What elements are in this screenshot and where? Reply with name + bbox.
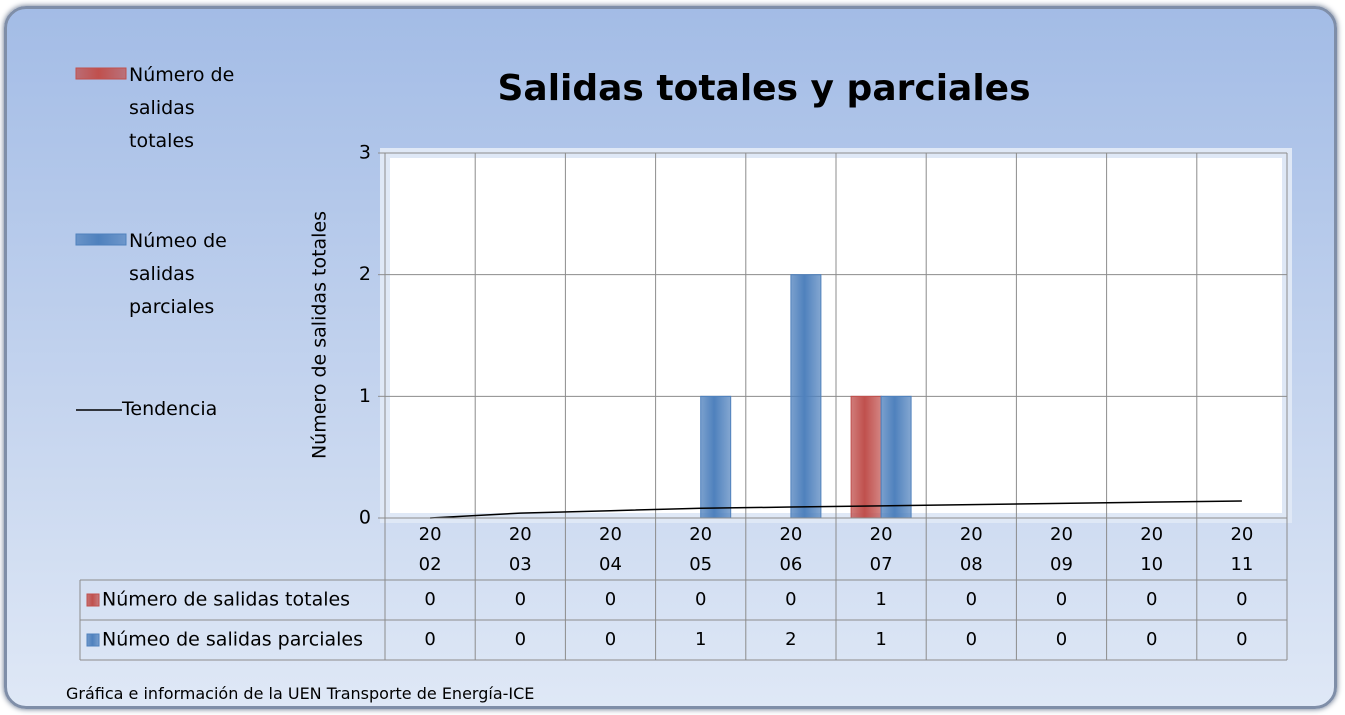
x-tick-label: 2005 [689, 524, 713, 575]
table-value: 0 [966, 629, 977, 650]
table-value: 0 [1236, 629, 1247, 650]
legend-label: Número de salidas totales [129, 64, 235, 152]
table-row-label: Número de salidas totales [102, 589, 350, 611]
x-tick-label: 2008 [959, 524, 983, 575]
x-tick-label: 2009 [1050, 524, 1073, 575]
table-row-label: Númeo de salidas parciales [102, 629, 363, 651]
table-value: 0 [1146, 589, 1157, 610]
table-value: 0 [605, 629, 616, 650]
table-value: 0 [1236, 589, 1247, 610]
x-tick-label: 2002 [418, 524, 442, 575]
table-value: 0 [605, 589, 616, 610]
x-tick-label: 2011 [1230, 524, 1254, 575]
table-value: 0 [1056, 589, 1067, 610]
table-value: 1 [695, 629, 706, 650]
x-tick-label: 2004 [599, 524, 622, 575]
bar [790, 274, 822, 519]
y-tick-label: 2 [359, 263, 371, 285]
bar [880, 395, 912, 519]
table-value: 0 [424, 629, 435, 650]
chart-title: Salidas totales y parciales [497, 68, 1030, 109]
x-tick-label: 2006 [779, 524, 803, 575]
table-value: 0 [1146, 629, 1157, 650]
x-tick-label: 2003 [508, 524, 532, 575]
table-swatch [86, 633, 100, 647]
table-value: 1 [875, 589, 886, 610]
table-value: 0 [966, 589, 977, 610]
x-tick-label: 2010 [1140, 524, 1164, 575]
bar [850, 395, 882, 519]
table-value: 0 [515, 589, 526, 610]
table-value: 0 [515, 629, 526, 650]
trend-line [430, 500, 1242, 519]
table-value: 0 [695, 589, 706, 610]
x-tick-label: 2007 [869, 524, 893, 575]
source-note: Gráfica e información de la UEN Transpor… [66, 684, 535, 703]
legend-swatch [75, 233, 127, 246]
legend-swatch [75, 67, 127, 80]
y-tick-label: 1 [359, 385, 371, 407]
y-tick-label: 0 [359, 507, 371, 529]
table-value: 1 [875, 629, 886, 650]
table-value: 0 [785, 589, 796, 610]
bar [700, 395, 732, 519]
table-value: 2 [785, 629, 796, 650]
table-value: 0 [424, 589, 435, 610]
legend-label: Númeo de salidas parciales [129, 230, 227, 318]
table-value: 0 [1056, 629, 1067, 650]
legend-label: Tendencia [122, 398, 218, 420]
table-swatch [86, 593, 100, 607]
y-tick-label: 3 [359, 142, 371, 164]
y-axis-label: Número de salidas totales [309, 211, 331, 459]
